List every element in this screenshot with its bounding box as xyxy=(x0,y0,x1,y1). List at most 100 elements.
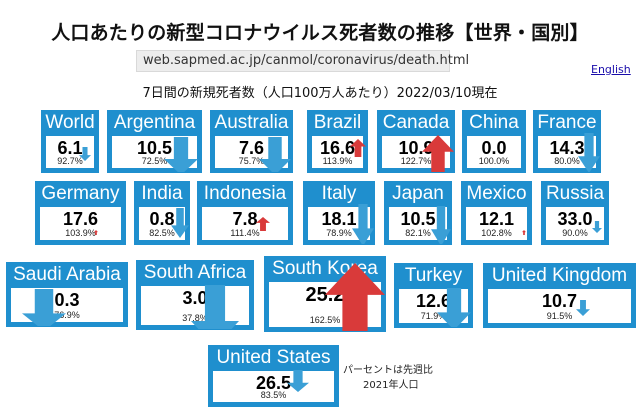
down-arrow-shape xyxy=(576,300,590,316)
country-card-russia[interactable]: Russia 33.0 90.0% xyxy=(541,181,609,245)
up-arrow-shape xyxy=(256,217,270,231)
country-card-france[interactable]: France 14.3 80.0% xyxy=(533,110,601,173)
value-panel: 16.6 113.9% xyxy=(312,136,363,168)
country-card-italy[interactable]: Italy 18.1 78.9% xyxy=(303,181,375,245)
trend-down-arrow-icon xyxy=(576,300,590,320)
country-card-united-kingdom[interactable]: United Kingdom 10.7 91.5% xyxy=(483,263,636,328)
country-card-saudi-arabia[interactable]: Saudi Arabia 0.3 76.9% xyxy=(6,262,128,327)
country-card-argentina[interactable]: Argentina 10.5 72.5% xyxy=(107,110,202,173)
url-bar[interactable]: web.sapmed.ac.jp/canmol/coronavirus/deat… xyxy=(136,50,469,72)
country-card-china[interactable]: China 0.0 100.0% xyxy=(462,110,526,173)
country-card-turkey[interactable]: Turkey 12.6 71.9% xyxy=(394,263,473,328)
value-panel: 12.1 102.8% xyxy=(466,207,527,240)
week-over-week-percent: 82.1% xyxy=(405,228,431,238)
week-over-week-percent: 75.7% xyxy=(238,156,265,166)
country-name: Mexico xyxy=(466,183,527,204)
up-arrow-shape xyxy=(422,135,454,172)
up-arrow-shape xyxy=(522,230,526,235)
country-card-india[interactable]: India 0.8 82.5% xyxy=(134,181,190,245)
country-card-south-africa[interactable]: South Africa 3.0 37.8% xyxy=(136,260,254,330)
down-arrow-shape xyxy=(352,204,374,244)
trend-up-arrow-icon xyxy=(94,220,98,239)
week-over-week-percent: 37.8% xyxy=(182,313,208,323)
death-rate-value: 26.5 xyxy=(255,373,292,393)
death-rate-value: 0.0 xyxy=(481,138,507,158)
week-over-week-percent: 162.5% xyxy=(309,315,341,325)
death-rate-value: 7.6 xyxy=(238,138,265,158)
country-card-japan[interactable]: Japan 10.5 82.1% xyxy=(384,181,452,245)
country-name: India xyxy=(141,183,183,204)
value-panel: 7.8 111.4% xyxy=(202,207,288,240)
death-rate-value: 10.7 xyxy=(541,291,578,311)
country-name: South Africa xyxy=(143,262,247,283)
up-arrow-shape xyxy=(325,263,385,331)
down-arrow-shape xyxy=(578,133,600,172)
week-over-week-percent: 82.5% xyxy=(149,228,175,238)
trend-down-arrow-icon xyxy=(578,133,600,172)
trend-down-arrow-icon xyxy=(164,137,198,172)
value-panel: 10.7 91.5% xyxy=(488,289,631,323)
country-name: Japan xyxy=(392,183,444,204)
country-card-brazil[interactable]: Brazil 16.6 113.9% xyxy=(307,110,368,173)
country-name: Brazil xyxy=(313,112,362,133)
country-name: Russia xyxy=(545,183,605,204)
death-rate-value: 0.3 xyxy=(54,290,80,310)
country-name: Germany xyxy=(41,183,120,204)
death-rate-value: 10.9 xyxy=(398,138,434,158)
value-panel: 3.0 37.8% xyxy=(141,286,249,325)
week-over-week-percent: 100.0% xyxy=(478,156,510,166)
country-name: Turkey xyxy=(404,265,463,286)
week-over-week-percent: 78.9% xyxy=(326,228,352,238)
death-rate-value: 16.6 xyxy=(319,138,356,158)
trend-up-arrow-icon xyxy=(422,135,454,172)
death-rate-value: 10.5 xyxy=(400,209,436,229)
week-over-week-percent: 72.5% xyxy=(141,156,168,166)
death-rate-value: 33.0 xyxy=(557,209,593,229)
country-card-australia[interactable]: Australia 7.6 75.7% xyxy=(210,110,293,173)
death-rate-value: 7.8 xyxy=(232,209,258,229)
trend-up-arrow-icon xyxy=(522,220,526,239)
death-rate-value: 12.1 xyxy=(478,209,515,229)
down-arrow-shape xyxy=(191,285,239,329)
country-card-indonesia[interactable]: Indonesia 7.8 111.4% xyxy=(197,181,293,245)
country-card-united-states[interactable]: United States 26.5 83.5% xyxy=(208,345,339,407)
death-rate-value: 18.1 xyxy=(321,209,357,229)
country-card-germany[interactable]: Germany 17.6 103.9% xyxy=(35,181,126,245)
week-over-week-percent: 103.9% xyxy=(65,228,96,238)
down-arrow-shape xyxy=(22,289,66,326)
country-name: Indonesia xyxy=(203,183,287,204)
value-panel: 0.0 100.0% xyxy=(467,136,521,168)
trend-down-arrow-icon xyxy=(431,206,451,244)
up-arrow-shape xyxy=(94,230,98,235)
trend-down-arrow-icon xyxy=(592,218,602,237)
country-name: Australia xyxy=(214,112,289,133)
country-name: Canada xyxy=(382,112,450,133)
death-rate-value: 17.6 xyxy=(62,209,99,229)
english-link[interactable]: English xyxy=(591,63,631,76)
country-card-south-korea[interactable]: South Korea 25.2 162.5% xyxy=(264,256,386,332)
week-over-week-percent: 92.7% xyxy=(57,156,83,166)
down-arrow-shape xyxy=(592,221,602,233)
death-rate-value: 0.8 xyxy=(149,209,175,229)
country-card-canada[interactable]: Canada 10.9 122.7% xyxy=(377,110,455,173)
chart-subtitle: 7日間の新規死者数（人口100万人あたり）2022/03/10現在 xyxy=(142,86,498,101)
country-card-world[interactable]: World 6.1 92.7% xyxy=(41,110,99,173)
trend-down-arrow-icon xyxy=(22,289,66,326)
week-over-week-percent: 102.8% xyxy=(481,228,512,238)
trend-down-arrow-icon xyxy=(352,204,374,244)
trend-up-arrow-icon xyxy=(325,263,385,331)
country-card-mexico[interactable]: Mexico 12.1 102.8% xyxy=(461,181,532,245)
trend-down-arrow-icon xyxy=(171,208,189,242)
trend-down-arrow-icon xyxy=(437,288,471,327)
death-rate-value: 6.1 xyxy=(57,138,83,158)
trend-down-arrow-icon xyxy=(191,285,239,329)
value-panel: 33.0 90.0% xyxy=(546,207,604,240)
country-name: Italy xyxy=(321,183,357,204)
note-percent: パーセントは先週比 xyxy=(343,365,433,376)
country-name: United States xyxy=(216,347,331,368)
week-over-week-percent: 111.4% xyxy=(230,228,260,238)
country-name: Argentina xyxy=(113,112,196,133)
country-name: France xyxy=(537,112,597,133)
trend-up-arrow-icon xyxy=(350,139,366,161)
page-title: 人口あたりの新型コロナウイルス死者数の推移【世界・国別】 xyxy=(51,22,589,44)
